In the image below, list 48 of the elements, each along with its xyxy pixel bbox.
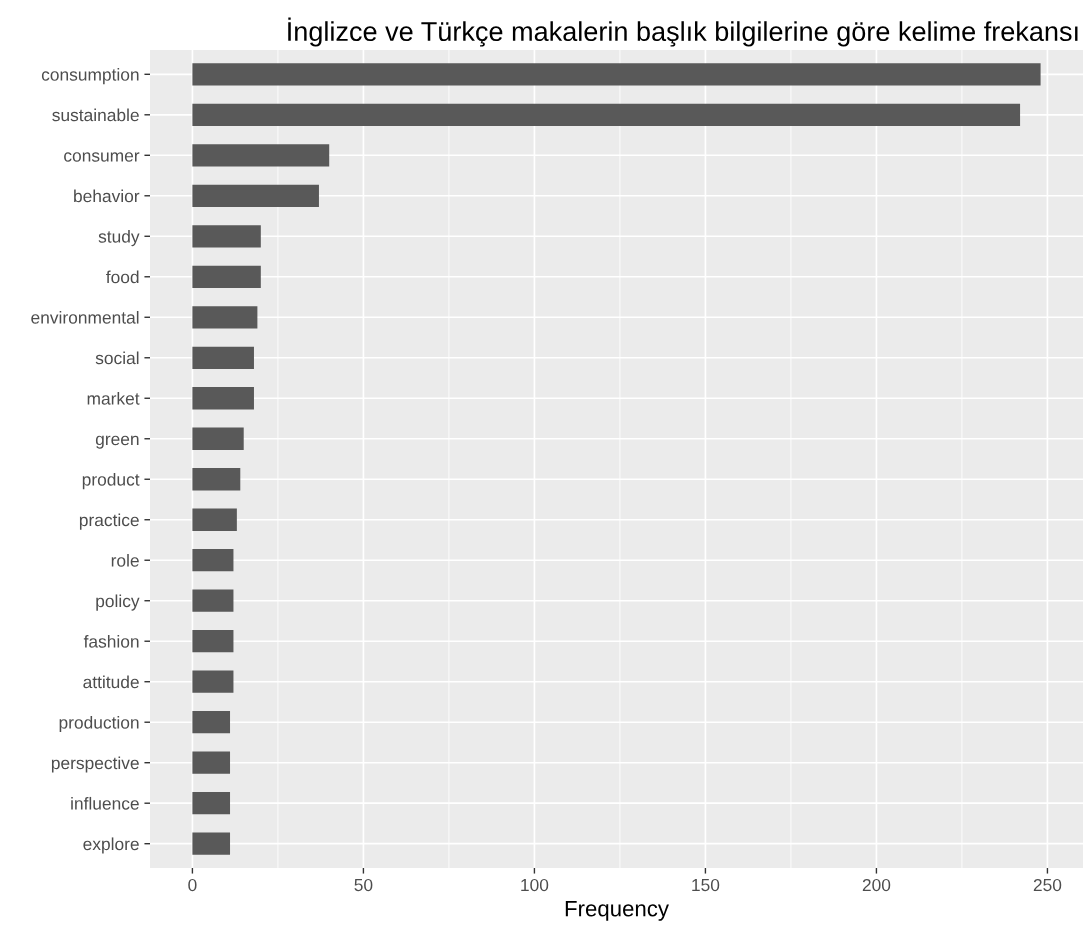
bar [192,265,261,288]
x-tick-label: 50 [354,878,373,892]
y-tick-label: fashion [83,634,139,648]
y-tick-label: practice [79,513,139,530]
y-tick-label: market [87,391,140,405]
y-tick-label: role [111,553,139,567]
bar [192,549,234,572]
y-tick-label: green [95,435,139,449]
y-tick-label: consumer [64,152,140,162]
bar [192,306,258,329]
bar [192,346,254,369]
x-axis-title: Frequency [565,900,669,921]
bar [192,832,231,855]
y-tick-label: consumption [41,68,139,85]
bar [192,589,234,612]
y-tick-label: product [82,472,140,490]
x-tick-label: 0 [188,878,197,892]
y-tick-label: influence [71,796,139,810]
bar [192,184,319,207]
y-tick-label: food [106,270,139,284]
y-tick-label: study [98,229,140,247]
x-tick-label: 150 [692,878,720,892]
chart-title: İnglizce ve Türkçe makalerin başlık bilgilerine göre kelime frekansı [288,17,1078,47]
y-tick-label: policy [96,594,140,611]
bar [192,670,234,693]
bar [192,792,231,815]
y-tick-label: sustainable [52,108,139,122]
bar [192,630,234,653]
y-tick-label: production [59,715,139,733]
y-tick-label: perspective [51,756,139,773]
bar [192,508,237,531]
bar [192,103,1021,126]
x-tick-label: 250 [1033,878,1062,892]
x-tick-label: 200 [862,878,891,892]
y-tick-label: attitude [83,675,139,689]
bar [192,387,254,410]
bar [192,63,1041,86]
bar [192,711,231,734]
y-tick-label: environmental [31,310,139,324]
y-tick-label: behavior [74,189,140,203]
y-tick-label: explore [83,837,139,854]
bar [192,144,330,167]
bar [192,751,231,774]
bar [192,427,244,450]
y-tick-label: social [95,351,139,365]
bar [192,225,261,248]
bar [192,468,241,491]
x-tick-label: 100 [521,878,549,892]
